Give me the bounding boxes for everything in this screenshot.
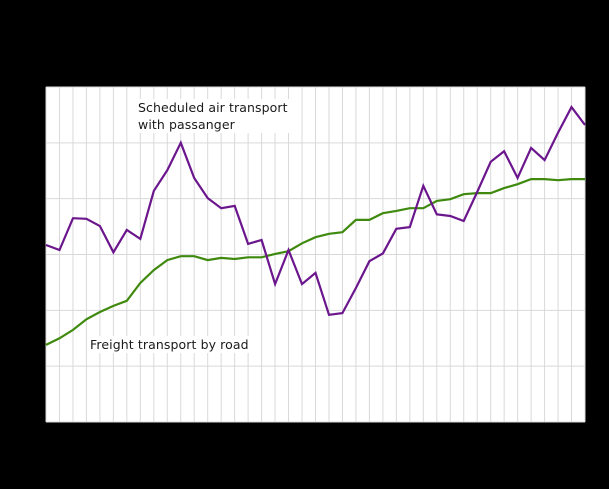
series-label-freight-road: Freight transport by road — [88, 336, 251, 353]
series-label-air-transport: Scheduled air transport with passanger — [136, 99, 290, 133]
series-lines — [45, 105, 586, 346]
series-line-freight-road — [45, 178, 585, 346]
horizontal-gridlines — [46, 86, 585, 423]
series-line-air-transport — [45, 105, 586, 317]
